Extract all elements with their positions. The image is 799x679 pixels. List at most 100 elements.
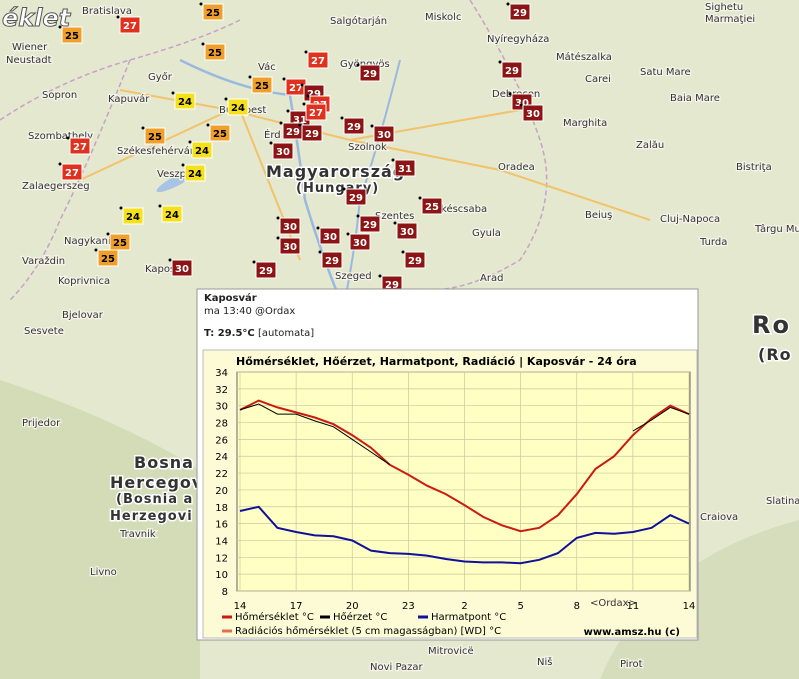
temp-marker (251, 76, 273, 94)
temp-marker-label: 25 (206, 8, 220, 19)
temp-marker (279, 237, 301, 255)
temp-marker-label: 30 (276, 147, 290, 158)
temp-marker (255, 261, 277, 279)
place-label: Satu Mare (640, 67, 691, 78)
marker-dot (356, 214, 360, 218)
temp-marker-label: 27 (289, 83, 303, 94)
place-label: Beiuş (585, 210, 612, 221)
marker-dot (188, 140, 192, 144)
marker-dot (346, 232, 350, 236)
place-label: Győr (148, 71, 173, 83)
marker-dot (342, 187, 346, 191)
marker-dot (498, 60, 502, 64)
marker-dot (378, 274, 382, 278)
place-label: Marmaţiei (705, 14, 755, 25)
place-label: Érd (264, 128, 281, 141)
marker-dot (418, 196, 422, 200)
temp-marker (359, 215, 381, 233)
place-label: Bratislava (82, 6, 132, 17)
temp-marker (109, 233, 131, 251)
temp-marker-label: 25 (65, 31, 79, 42)
place-label: Székesfehérvár (117, 145, 195, 157)
temp-marker-label: 29 (347, 122, 361, 133)
temp-marker-label: 30 (526, 109, 540, 120)
temp-marker (202, 3, 224, 21)
temp-marker (305, 103, 327, 121)
marker-dot (286, 109, 290, 113)
place-label: Koprivnica (58, 276, 110, 287)
temp-marker-label: 24 (165, 210, 179, 221)
temp-marker-label: 30 (353, 238, 367, 249)
temp-marker-label: 25 (425, 202, 439, 213)
marker-dot (316, 226, 320, 230)
marker-dot (401, 250, 405, 254)
place-label: Prijedor (22, 418, 61, 429)
temp-marker (345, 188, 367, 206)
marker-dot (171, 91, 175, 95)
temp-marker (97, 249, 119, 267)
temp-marker-label: 27 (309, 108, 323, 119)
place-label: Bosna i (134, 453, 207, 472)
place-label: Wiener (12, 42, 48, 53)
temp-marker (501, 61, 523, 79)
place-label: Neustadt (6, 55, 52, 66)
place-label: Szeged (335, 271, 372, 282)
marker-dot (94, 248, 98, 252)
temp-marker-label: 29 (385, 280, 399, 291)
marker-dot (393, 221, 397, 225)
place-label: Ro (752, 311, 791, 339)
temp-marker (227, 98, 249, 116)
place-label: éklet (2, 4, 72, 32)
temp-marker (301, 124, 323, 142)
place-label: (Ro (758, 345, 792, 364)
temp-marker (171, 259, 193, 277)
place-label: Zalău (636, 140, 664, 151)
temp-marker (394, 159, 416, 177)
place-label: Szolnok (348, 142, 387, 153)
temp-marker-label: 27 (73, 142, 87, 153)
marker-dot (58, 162, 62, 166)
place-label: Travnik (119, 529, 156, 540)
temp-marker-label: 29 (363, 220, 377, 231)
marker-dot (298, 123, 302, 127)
temp-marker-label: 25 (113, 238, 127, 249)
temp-marker-label: 29 (259, 266, 273, 277)
marker-dot (252, 260, 256, 264)
temp-marker (272, 142, 294, 160)
temp-marker-label: 29 (325, 256, 339, 267)
place-label: Hercegov (110, 473, 203, 492)
marker-dot (181, 163, 185, 167)
place-label: Arad (480, 273, 503, 284)
place-label: Miskolc (425, 12, 461, 23)
marker-dot (302, 102, 306, 106)
temp-marker (204, 43, 226, 61)
temp-marker (509, 3, 531, 21)
temp-marker-label: 29 (349, 193, 363, 204)
marker-dot (318, 250, 322, 254)
temp-marker-label: 24 (231, 103, 245, 114)
temp-marker-label: 29 (305, 129, 319, 140)
temp-marker (184, 164, 206, 182)
temp-marker (144, 127, 166, 145)
place-label: Mátészalka (556, 51, 612, 63)
place-label: Herzegovi (110, 509, 193, 524)
place-label: Magyarország (266, 162, 405, 181)
place-label: Bistriţa (736, 162, 772, 173)
temp-marker-label: 25 (101, 254, 115, 265)
temp-marker-label: 30 (323, 232, 337, 243)
temp-marker-label: 30 (400, 227, 414, 238)
marker-dot (116, 15, 120, 19)
marker-dot (58, 25, 62, 29)
place-label: Oradea (498, 162, 535, 173)
temp-marker (61, 163, 83, 181)
place-label: Varaždin (22, 255, 65, 267)
temp-marker-label: 30 (515, 98, 529, 109)
marker-dot (370, 124, 374, 128)
place-label: (Bosnia a (116, 492, 193, 507)
temp-marker-label: 27 (311, 56, 325, 67)
marker-dot (158, 204, 162, 208)
temp-marker (191, 141, 213, 159)
temp-marker (174, 92, 196, 110)
temp-marker-label: 29 (286, 127, 300, 138)
